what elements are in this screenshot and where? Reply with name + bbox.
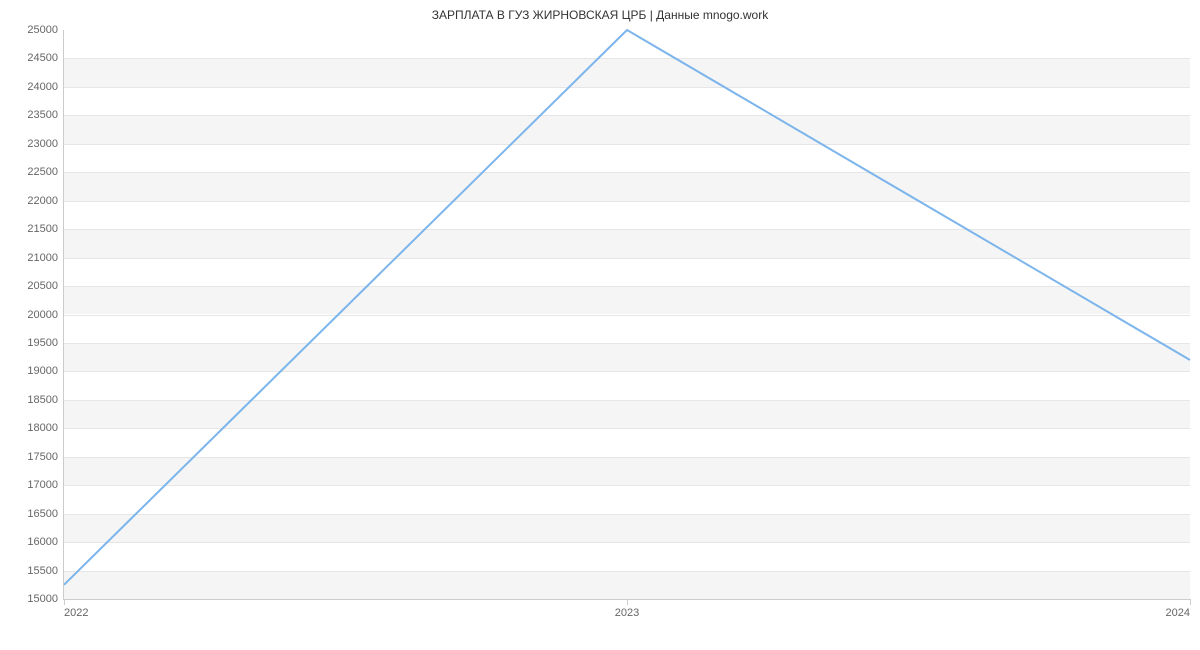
x-tick-label: 2024 (1166, 607, 1190, 619)
y-tick-label: 22500 (27, 166, 58, 178)
y-tick-label: 24000 (27, 81, 58, 93)
x-tick-mark (1190, 599, 1191, 605)
y-tick-label: 21500 (27, 223, 58, 235)
y-tick-label: 15500 (27, 565, 58, 577)
x-tick-mark (627, 599, 628, 605)
x-tick-label: 2023 (615, 607, 639, 619)
y-tick-label: 16000 (27, 536, 58, 548)
chart-plot-area: 1500015500160001650017000175001800018500… (63, 30, 1190, 600)
y-tick-label: 24500 (27, 52, 58, 64)
y-tick-label: 19500 (27, 337, 58, 349)
y-tick-label: 25000 (27, 24, 58, 36)
y-tick-label: 18500 (27, 394, 58, 406)
y-tick-label: 18000 (27, 422, 58, 434)
y-tick-label: 17500 (27, 451, 58, 463)
line-series (64, 30, 1190, 599)
y-tick-label: 23500 (27, 109, 58, 121)
y-tick-label: 22000 (27, 195, 58, 207)
y-tick-label: 21000 (27, 252, 58, 264)
y-tick-label: 15000 (27, 593, 58, 605)
chart-title: ЗАРПЛАТА В ГУЗ ЖИРНОВСКАЯ ЦРБ | Данные m… (0, 0, 1200, 22)
x-tick-label: 2022 (64, 607, 88, 619)
x-tick-mark (64, 599, 65, 605)
y-tick-label: 20500 (27, 280, 58, 292)
y-tick-label: 16500 (27, 508, 58, 520)
y-tick-label: 17000 (27, 479, 58, 491)
y-tick-label: 23000 (27, 138, 58, 150)
y-tick-label: 20000 (27, 309, 58, 321)
y-tick-label: 19000 (27, 365, 58, 377)
